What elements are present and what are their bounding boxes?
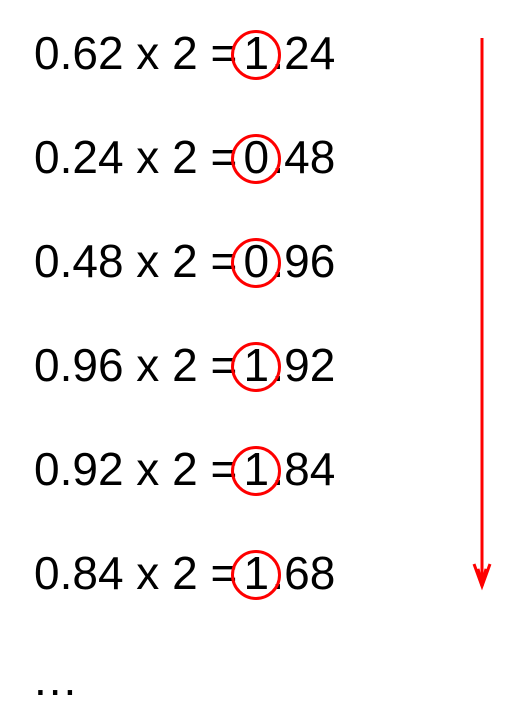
result-integer-digit: 1	[241, 338, 271, 392]
ellipsis: ...	[34, 652, 78, 706]
decimal-point: .	[271, 442, 284, 496]
equation-row: 0.84 x 2 =1.68	[34, 546, 335, 600]
result-fractional: 24	[284, 26, 335, 80]
decimal-point: .	[271, 338, 284, 392]
equation-row: 0.96 x 2 =1.92	[34, 338, 335, 392]
result-integer-digit: 1	[241, 26, 271, 80]
equation-row: 0.48 x 2 =0.96	[34, 234, 335, 288]
result-integer-digit: 1	[241, 442, 271, 496]
result-integer-digit: 0	[241, 130, 271, 184]
equation-lhs: 0.48 x 2 =	[34, 234, 237, 288]
equation-lhs: 0.96 x 2 =	[34, 338, 237, 392]
result-fractional: 92	[284, 338, 335, 392]
equation-row: 0.92 x 2 =1.84	[34, 442, 335, 496]
result-fractional: 48	[284, 130, 335, 184]
result-fractional: 96	[284, 234, 335, 288]
equation-lhs: 0.84 x 2 =	[34, 546, 237, 600]
decimal-point: .	[271, 130, 284, 184]
conversion-diagram: 0.62 x 2 =1.240.24 x 2 =0.480.48 x 2 =0.…	[0, 0, 531, 727]
equation-lhs: 0.92 x 2 =	[34, 442, 237, 496]
result-integer-digit: 1	[241, 546, 271, 600]
decimal-point: .	[271, 546, 284, 600]
result-fractional: 84	[284, 442, 335, 496]
equation-lhs: 0.24 x 2 =	[34, 130, 237, 184]
equation-row: 0.62 x 2 =1.24	[34, 26, 335, 80]
decimal-point: .	[271, 26, 284, 80]
decimal-point: .	[271, 234, 284, 288]
equation-lhs: 0.62 x 2 =	[34, 26, 237, 80]
result-fractional: 68	[284, 546, 335, 600]
equation-row: 0.24 x 2 =0.48	[34, 130, 335, 184]
result-integer-digit: 0	[241, 234, 271, 288]
